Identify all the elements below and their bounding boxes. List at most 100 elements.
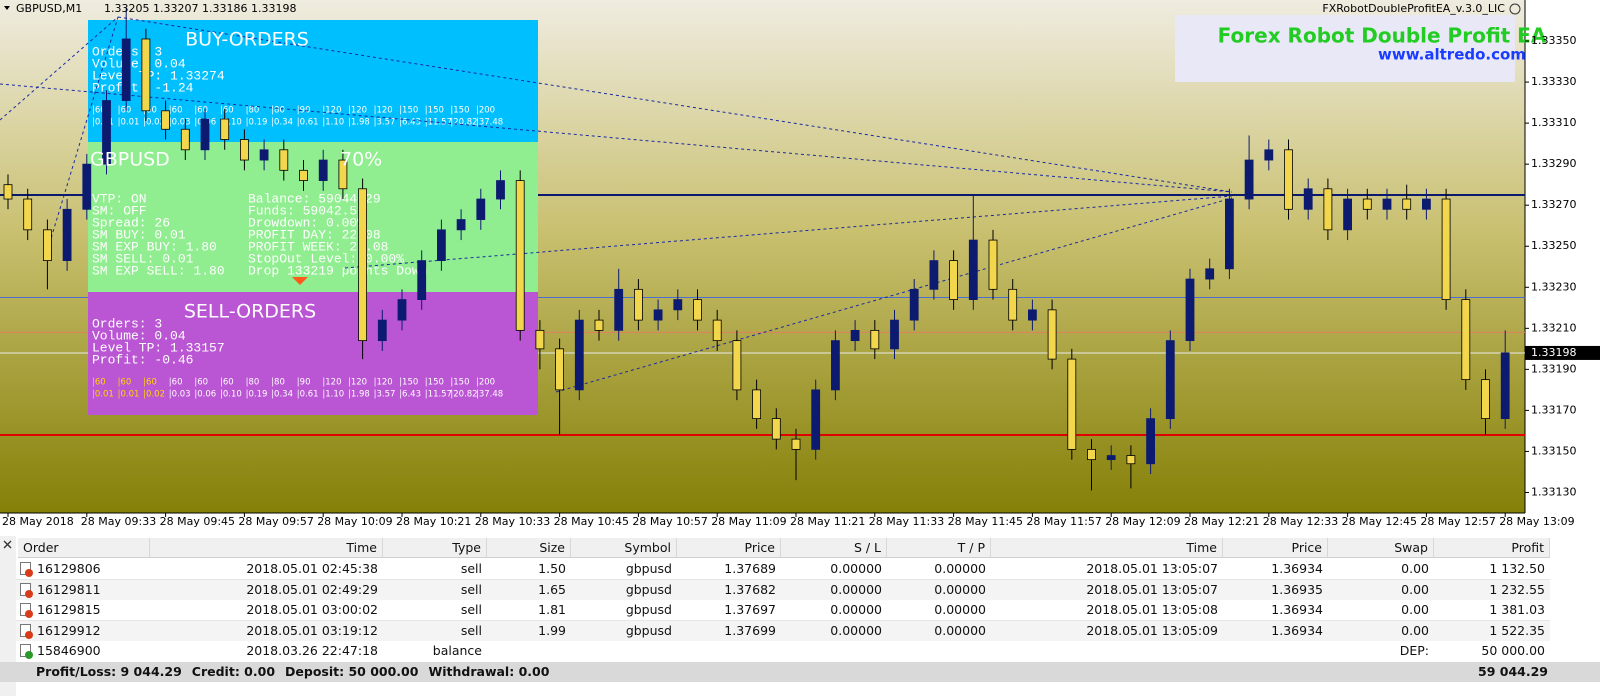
table-cell: 0.00 [1401,561,1429,576]
current-price-box [1525,345,1600,360]
candle-body [259,149,269,161]
expert-icon[interactable] [1509,3,1521,15]
candle-body [614,288,624,331]
x-tick-label: 28 May 12:09 [1105,515,1180,528]
sell-lots: |11.57 [425,390,452,400]
y-tick-label: 1.33310 [1531,116,1577,129]
sell-icon [20,562,33,577]
column-header[interactable]: Type [383,538,487,558]
candle-body [1481,379,1490,420]
table-cell: 1.36934 [1271,602,1323,617]
column-header[interactable]: Size [487,538,571,558]
buy-title: BUY-ORDERS [185,29,309,51]
candle-body [161,110,171,130]
trade-row[interactable]: 16129811 2018.05.01 02:49:29 sell 1.65 gbpus… [16,579,1550,601]
sell-lots: |37.48 [476,390,503,400]
x-tick-label: 28 May 09:45 [160,515,235,528]
candle-body [318,159,328,181]
candle-body [456,219,466,231]
trade-row[interactable]: 16129912 2018.05.01 03:19:12 sell 1.99 gbpus… [16,620,1550,642]
sell-steps: |80 [271,378,285,388]
column-header[interactable]: S / L [781,538,887,558]
table-cell: gbpusd [625,561,672,576]
sell-steps: |120 [348,378,367,388]
candle-body [1323,188,1333,231]
table-cell: sell [460,622,482,638]
summary-item: Deposit: 50 000.00 [285,663,419,679]
trade-row[interactable]: 16129815 2018.05.01 03:00:02 sell 1.81 gbpus… [16,600,1550,621]
candle-body [299,169,308,181]
candle-body [752,389,761,420]
symbol-label: GBPUSD,M1 [16,2,82,15]
candle-body [791,438,801,450]
buy-lots: |3.57 [374,118,396,128]
table-cell: 1.81 [538,602,566,617]
y-tick-label: 1.33150 [1531,444,1577,457]
trade-line [0,83,1233,193]
candle-body [220,118,230,140]
column-header[interactable]: Symbol [571,538,677,558]
table-cell: 2018.05.01 13:05:07 [1086,561,1218,576]
menu-arrow[interactable] [4,6,10,10]
x-tick-label: 28 May 10:21 [396,515,471,528]
candle-body [850,329,860,342]
sell-info: Orders: 3 [92,316,162,331]
candle-body [693,299,702,321]
candle-body [1106,455,1116,461]
account-right: Drop 133219 points Down [248,263,427,278]
column-header[interactable]: Time [991,538,1223,558]
table-cell: 1.37699 [724,622,776,638]
buy-steps: |60 [194,106,208,116]
account-right: PROFIT WEEK: 22.08 [248,239,388,254]
candle-body [988,239,998,290]
account-left: SM BUY: 0.01 [92,227,186,242]
column-header[interactable]: Profit [1434,538,1550,558]
account-left: SM EXP SELL: 1.80 [92,263,225,278]
candle-body [594,319,604,331]
sell-steps: |60 [143,378,157,388]
balance-row[interactable]: 15846900 2018.03.26 22:47:18 balance DEP: 50… [16,641,1550,661]
column-header[interactable]: Swap [1328,538,1434,558]
x-tick-label: 28 May 12:45 [1342,515,1417,528]
account-left: SM: OFF [92,203,147,218]
x-tick-label: 28 May 11:09 [711,515,786,528]
summary-item: Credit: 0.00 [191,663,276,679]
candle-body [1500,352,1510,420]
candle-body [1067,358,1077,450]
candle-body [102,100,111,165]
candle-body [968,239,978,300]
trade-row[interactable]: 16129806 2018.05.01 02:45:38 sell 1.50 gbpus… [16,559,1550,580]
table-cell: sell [460,602,482,617]
candle-body [1205,268,1215,280]
table-cell: 0.00000 [830,602,882,617]
candle-body [673,299,683,311]
column-header[interactable]: Order [18,538,150,558]
candle-body [653,309,663,321]
x-tick-label: 28 May 11:45 [948,515,1023,528]
candle-body [1284,149,1293,210]
column-header[interactable]: Price [677,538,781,558]
table-cell: gbpusd [625,581,672,597]
table-cell: 2018.03.26 22:47:18 [246,643,378,658]
table-cell: sell [460,581,482,597]
table-cell: 2018.05.01 13:05:08 [1086,602,1218,617]
candle-body [43,229,52,262]
close-button[interactable] [3,540,12,549]
sidebar-bg [0,536,16,696]
table-cell: 0.00 [1401,581,1429,597]
candle-body [279,149,289,171]
sell-lots: |1.10 [322,390,344,400]
column-header[interactable]: T / P [887,538,991,558]
candle-body [1343,198,1352,231]
column-header[interactable]: Price [1223,538,1328,558]
candle-body [3,184,13,200]
candle-body [1008,288,1018,321]
sell-steps: |200 [476,378,495,388]
candle-body [929,260,939,290]
candle-body [397,299,407,321]
candle-body [1244,159,1254,200]
sell-steps: |150 [425,378,444,388]
column-header[interactable]: Time [150,538,383,558]
